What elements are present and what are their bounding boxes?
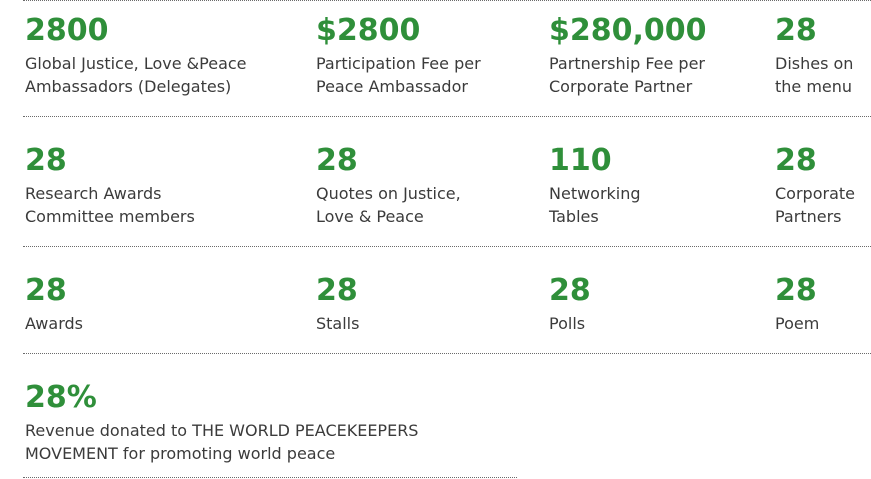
separator-row-3 — [23, 353, 871, 354]
stat-research-committee: 28 Research Awards Committee members — [25, 144, 195, 228]
stat-value: 2800 — [25, 13, 109, 48]
separator-row-2 — [23, 246, 871, 247]
stat-value: 28 — [25, 143, 67, 178]
stat-label: Networking Tables — [549, 182, 641, 228]
stat-label-line: Global Justice, Love &Peace — [25, 54, 247, 73]
stat-label-line: Partnership Fee per — [549, 54, 705, 73]
stat-corporate-partners: 28 Corporate Partners — [775, 144, 855, 228]
stat-quotes: 28 Quotes on Justice, Love & Peace — [316, 144, 461, 228]
stat-label: Stalls — [316, 312, 359, 335]
stat-label-line: MOVEMENT for promoting world peace — [25, 444, 336, 463]
stat-label-line: Research Awards — [25, 184, 162, 203]
stat-awards: 28 Awards — [25, 274, 83, 335]
stat-value: 28 — [775, 143, 817, 178]
stat-label: Research Awards Committee members — [25, 182, 195, 228]
stat-value: 28 — [25, 273, 67, 308]
stat-label: Global Justice, Love &Peace Ambassadors … — [25, 52, 247, 98]
stat-value: $2800 — [316, 13, 421, 48]
stat-label-line: Networking — [549, 184, 641, 203]
stat-label: Corporate Partners — [775, 182, 855, 228]
stat-value: 28 — [549, 273, 591, 308]
stat-label-line: Awards — [25, 314, 83, 333]
stat-label: Polls — [549, 312, 591, 335]
stat-label-line: Peace Ambassador — [316, 77, 468, 96]
stat-label-line: Poem — [775, 314, 820, 333]
stat-label: Participation Fee per Peace Ambassador — [316, 52, 481, 98]
stats-row-2: 28 Research Awards Committee members 28 … — [0, 117, 871, 247]
stat-label-line: Corporate Partner — [549, 77, 693, 96]
stat-dishes: 28 Dishes on the menu — [775, 14, 853, 98]
stat-networking-tables: 110 Networking Tables — [549, 144, 641, 228]
stat-polls: 28 Polls — [549, 274, 591, 335]
stat-label-line: Partners — [775, 207, 842, 226]
stat-label: Poem — [775, 312, 819, 335]
separator-row-4 — [23, 477, 517, 478]
separator-row-1 — [23, 116, 871, 117]
stat-partnership-fee: $280,000 Partnership Fee per Corporate P… — [549, 14, 707, 98]
stat-label-line: Quotes on Justice, — [316, 184, 461, 203]
stat-delegates: 2800 Global Justice, Love &Peace Ambassa… — [25, 14, 247, 98]
stat-label-line: Stalls — [316, 314, 360, 333]
stat-label: Revenue donated to THE WORLD PEACEKEEPER… — [25, 419, 418, 465]
stat-value: $280,000 — [549, 13, 707, 48]
stat-poem: 28 Poem — [775, 274, 819, 335]
stats-row-3: 28 Awards 28 Stalls 28 Polls 28 Poem — [0, 247, 871, 354]
stat-label: Quotes on Justice, Love & Peace — [316, 182, 461, 228]
stat-stalls: 28 Stalls — [316, 274, 359, 335]
stat-label-line: Dishes on — [775, 54, 854, 73]
stat-label-line: Committee members — [25, 207, 195, 226]
stat-value: 28 — [775, 13, 817, 48]
stat-label: Partnership Fee per Corporate Partner — [549, 52, 707, 98]
stats-row-4: 28% Revenue donated to THE WORLD PEACEKE… — [0, 354, 871, 479]
stat-label: Awards — [25, 312, 83, 335]
stat-value: 28% — [25, 380, 97, 415]
stat-value: 28 — [775, 273, 817, 308]
stat-label-line: Tables — [549, 207, 599, 226]
stat-value: 28 — [316, 143, 358, 178]
stat-label-line: Love & Peace — [316, 207, 424, 226]
stat-label-line: Participation Fee per — [316, 54, 481, 73]
stats-row-1: 2800 Global Justice, Love &Peace Ambassa… — [0, 0, 871, 117]
stat-label-line: Ambassadors (Delegates) — [25, 77, 232, 96]
stat-revenue-donated: 28% Revenue donated to THE WORLD PEACEKE… — [25, 381, 418, 465]
stat-label-line: the menu — [775, 77, 853, 96]
stat-label-line: Revenue donated to THE WORLD PEACEKEEPER… — [25, 421, 419, 440]
stat-participation-fee: $2800 Participation Fee per Peace Ambass… — [316, 14, 481, 98]
stat-value: 110 — [549, 143, 612, 178]
stat-label: Dishes on the menu — [775, 52, 853, 98]
separator-top — [23, 0, 871, 1]
stat-label-line: Corporate — [775, 184, 855, 203]
stat-value: 28 — [316, 273, 358, 308]
stat-label-line: Polls — [549, 314, 586, 333]
